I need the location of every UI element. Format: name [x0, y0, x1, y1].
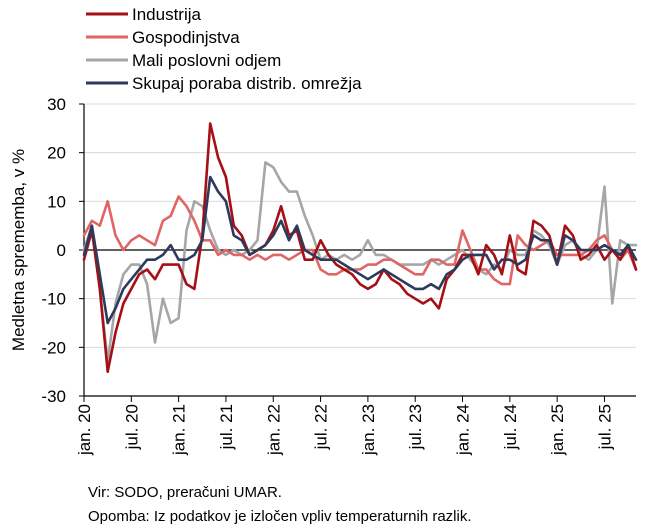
x-tick-label: jan. 21 [170, 404, 189, 456]
line-chart: -30 -20 -10 0 10 20 30 jan. 20 jul. 20 jan. 21 jul… [9, 5, 638, 456]
x-tick-label: jan. 25 [548, 404, 567, 456]
legend-label: Industrija [132, 5, 202, 24]
axes: -30 -20 -10 0 10 20 30 jan. 20 jul. 20 jan. 21 jul… [9, 95, 636, 456]
x-tick-label: jul. 23 [406, 404, 425, 450]
legend-label: Mali poslovni odjem [132, 51, 281, 70]
x-tick-label: jan. 22 [264, 404, 283, 456]
series-line [82, 175, 638, 325]
legend-label: Gospodinjstva [132, 28, 240, 47]
series-lines [82, 122, 638, 374]
x-tick-label: jul. 21 [217, 404, 236, 450]
y-tick-label: 10 [47, 192, 66, 211]
y-tick-label: 0 [57, 241, 66, 260]
y-tick-label: -20 [41, 338, 66, 357]
source-note: Vir: SODO, preračuni UMAR. [88, 484, 282, 501]
x-tick-label: jan. 23 [359, 404, 378, 456]
x-tick-label: jan. 20 [75, 404, 94, 456]
x-tick-label: jul. 25 [595, 404, 614, 450]
y-tick-label: 30 [47, 95, 66, 114]
x-tick-label: jul. 22 [312, 404, 331, 450]
series-line [82, 122, 638, 374]
x-tick-label: jul. 20 [122, 404, 141, 450]
series-line [82, 161, 638, 364]
series-line [82, 195, 638, 286]
y-axis-label: Medletna sprememba, v % [9, 149, 28, 351]
footnote: Opomba: Iz podatkov je izločen vpliv tem… [88, 508, 472, 525]
y-tick-label: 20 [47, 144, 66, 163]
x-tick-label: jan. 24 [454, 404, 473, 456]
legend: Industrija Gospodinjstva Mali poslovni odj… [86, 5, 362, 93]
y-tick-label: -10 [41, 290, 66, 309]
legend-label: Skupaj poraba distrib. omrežja [132, 74, 362, 93]
x-tick-label: jul. 24 [501, 404, 520, 450]
y-tick-label: -30 [41, 387, 66, 406]
